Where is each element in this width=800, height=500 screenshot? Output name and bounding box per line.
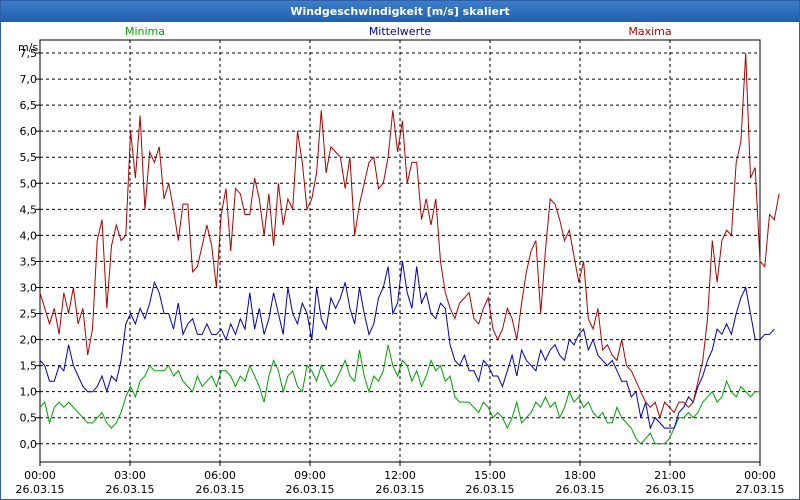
series-line-mittelwerte: [39, 261, 775, 430]
x-tick-time: 21:00: [654, 469, 686, 482]
x-axis-ticks: 00:0026.03.1503:0026.03.1506:0026.03.150…: [16, 462, 785, 496]
series-line-maxima: [39, 52, 780, 420]
y-tick-label: 1,5: [20, 360, 38, 373]
y-tick-label: 6,5: [20, 99, 38, 112]
x-tick-date: 26.03.15: [106, 483, 155, 496]
y-tick-label: 2,0: [20, 334, 38, 347]
legend-mittelwerte: Mittelwerte: [369, 25, 432, 38]
y-tick-label: 7,5: [20, 47, 38, 60]
x-tick-date: 26.03.15: [286, 483, 335, 496]
y-tick-label: 0,0: [20, 438, 38, 451]
series-line-minima: [39, 344, 760, 445]
x-tick-time: 00:00: [24, 469, 56, 482]
y-tick-label: 5,0: [20, 177, 38, 190]
y-tick-label: 6,0: [20, 125, 38, 138]
y-tick-label: 4,0: [20, 229, 38, 242]
y-axis-ticks: 0,0 0,5 1,0 1,5 2,0 2,5 3,0 3,5 4,0 4,5 5,0 5,5 6,0 6…: [20, 47, 40, 451]
y-tick-label: 1,0: [20, 386, 38, 399]
x-tick-date: 26.03.15: [466, 483, 515, 496]
y-tick-label: 4,5: [20, 203, 38, 216]
x-tick-time: 09:00: [294, 469, 326, 482]
y-tick-label: 5,5: [20, 151, 38, 164]
legend-minima: Minima: [125, 25, 165, 38]
x-tick-time: 03:00: [114, 469, 146, 482]
x-tick-date: 26.03.15: [16, 483, 65, 496]
x-tick-date: 26.03.15: [646, 483, 695, 496]
x-tick-time: 00:00: [744, 469, 776, 482]
y-tick-label: 2,5: [20, 308, 38, 321]
y-tick-label: 0,5: [20, 412, 38, 425]
x-tick-date: 27.03.15: [736, 483, 785, 496]
window-title: Windgeschwindigkeit [m/s] skaliert: [1, 1, 799, 22]
x-tick-time: 12:00: [384, 469, 416, 482]
y-tick-label: 3,5: [20, 255, 38, 268]
x-tick-date: 26.03.15: [556, 483, 605, 496]
grid-lines: [40, 40, 760, 462]
y-axis-unit: m/s: [18, 41, 38, 54]
x-tick-time: 06:00: [204, 469, 236, 482]
x-tick-date: 26.03.15: [196, 483, 245, 496]
y-tick-label: 7,0: [20, 73, 38, 86]
legend-maxima: Maxima: [628, 25, 671, 38]
x-tick-time: 15:00: [474, 469, 506, 482]
x-tick-date: 26.03.15: [376, 483, 425, 496]
data-series: [39, 52, 780, 445]
x-tick-time: 18:00: [564, 469, 596, 482]
y-tick-label: 3,0: [20, 281, 38, 294]
